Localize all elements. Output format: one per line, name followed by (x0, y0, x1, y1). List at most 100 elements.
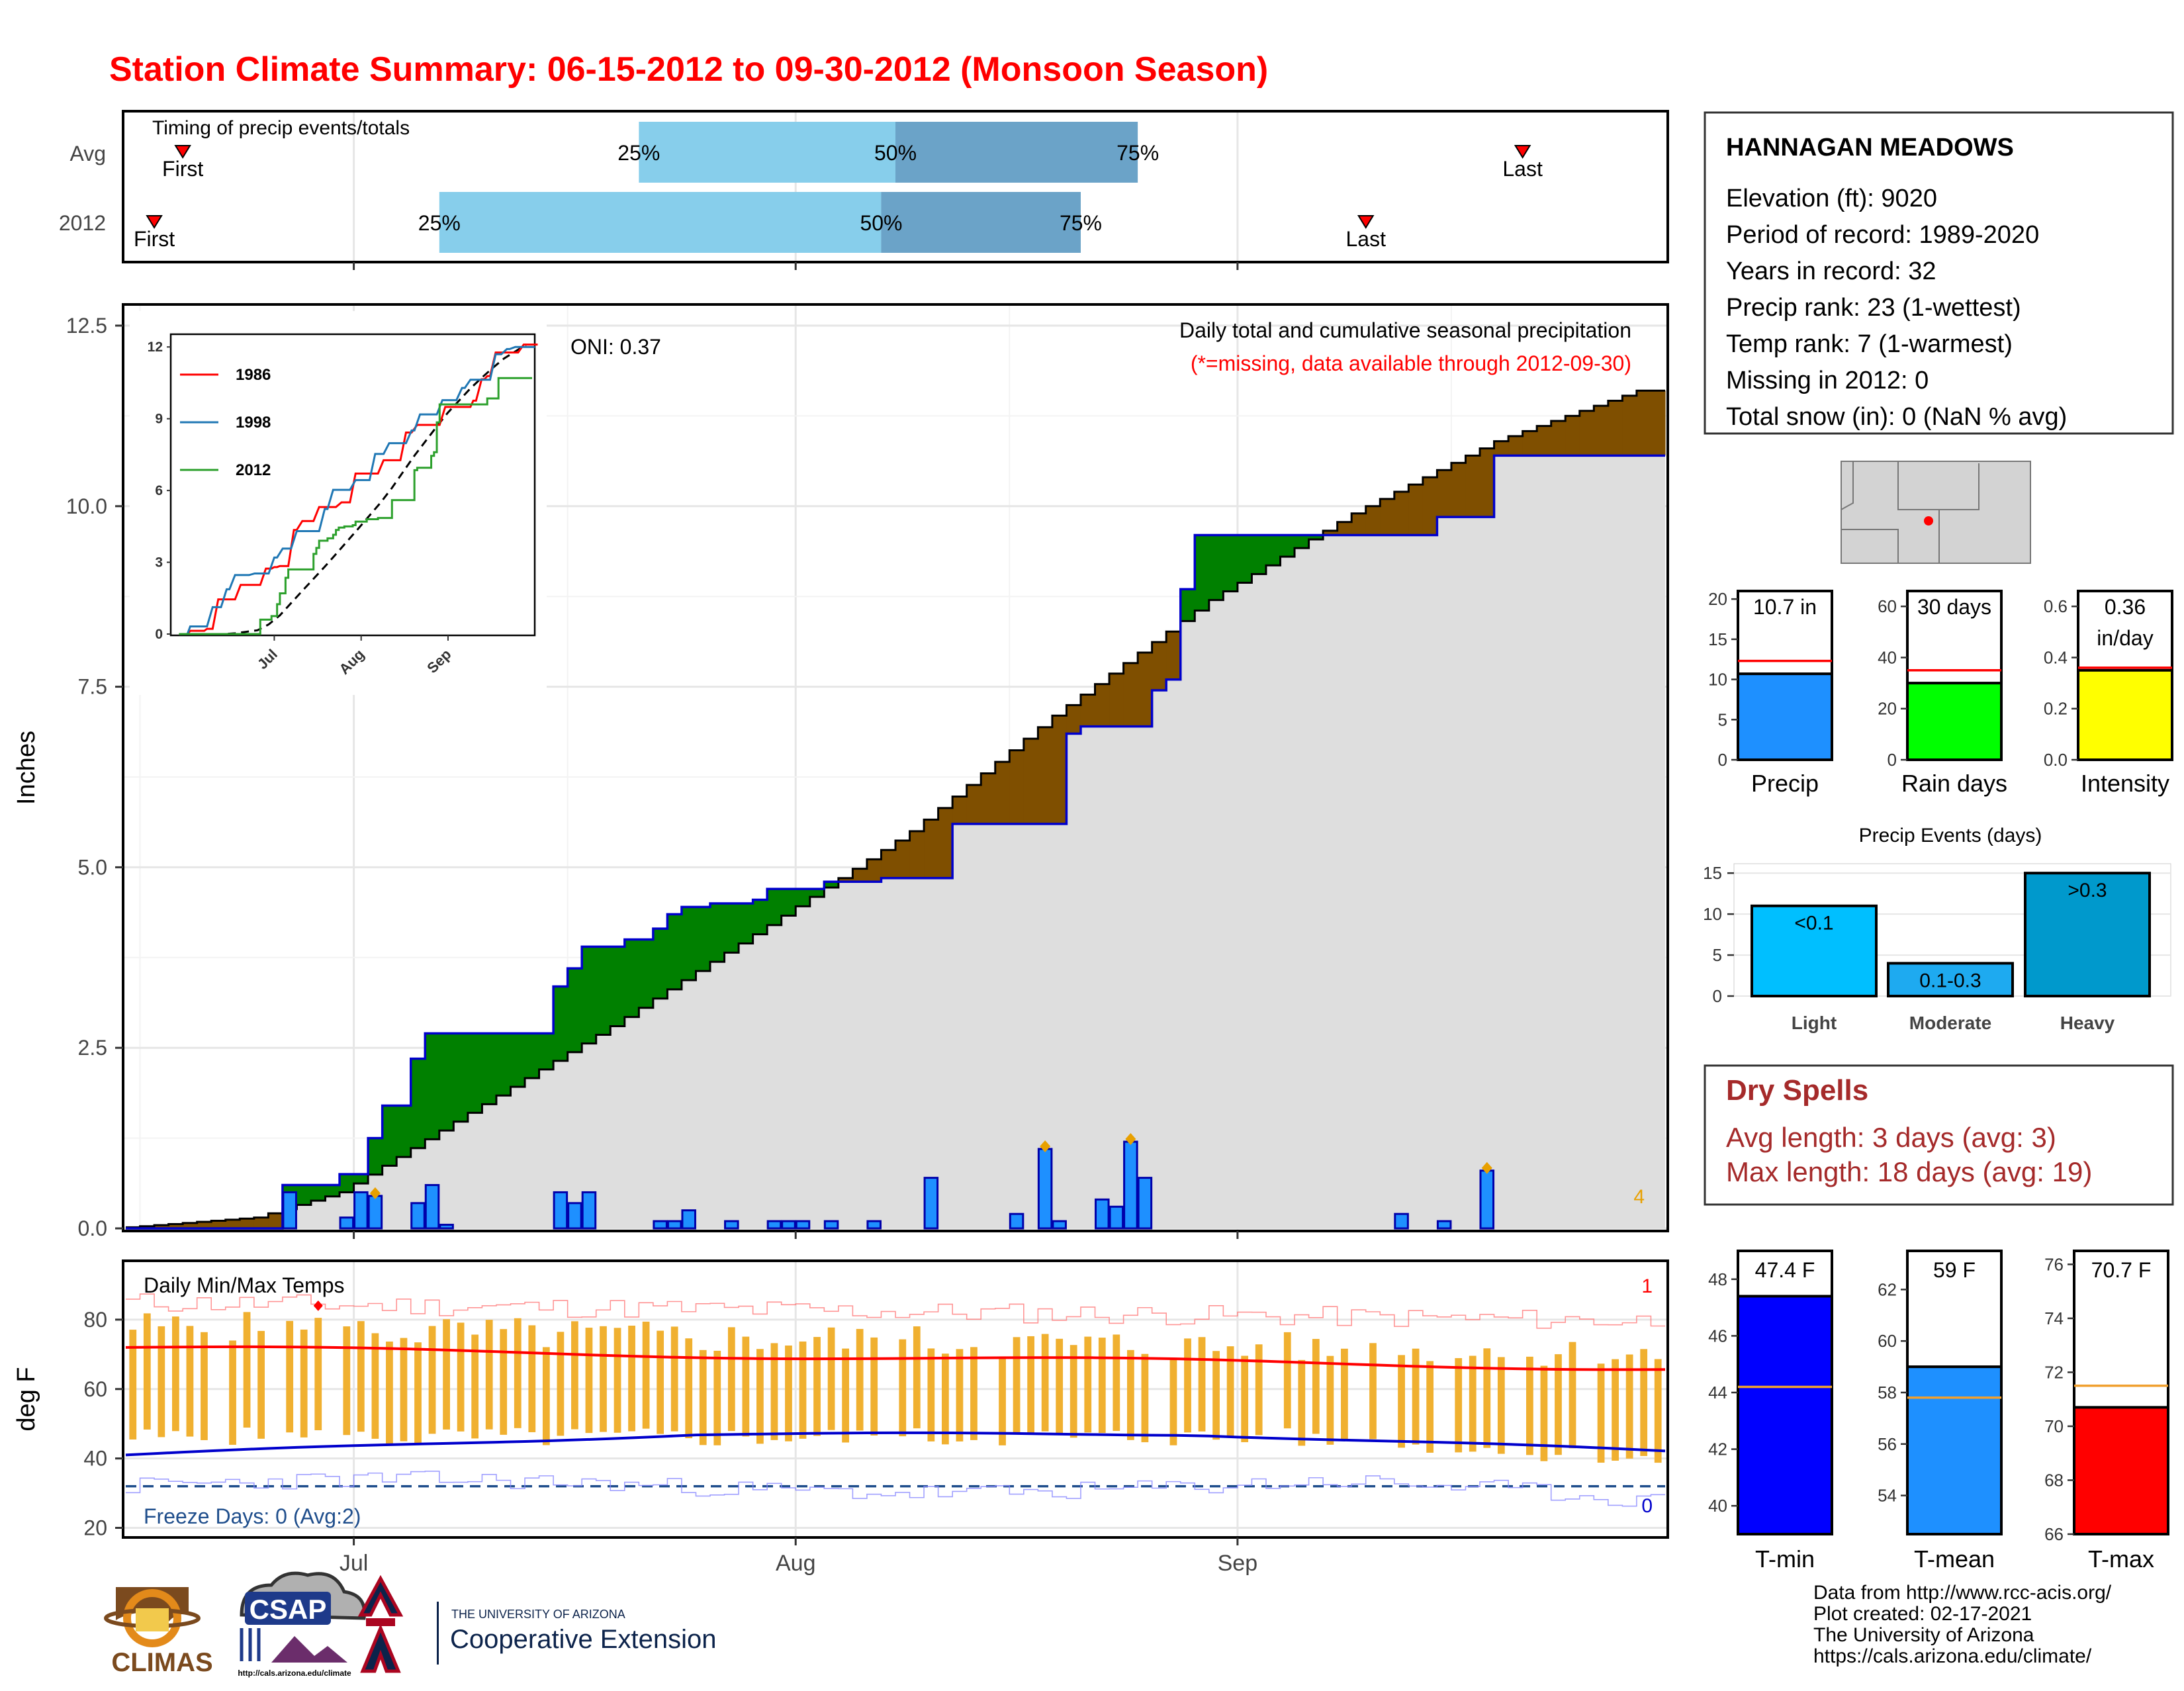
temp-summary-ytick-label: 76 (2044, 1254, 2064, 1274)
daily-temp-range-bar (286, 1320, 294, 1433)
stat-ytick-label: 15 (1708, 629, 1727, 649)
dry-spells-avg: Avg length: 3 days (avg: 3) (1726, 1122, 2056, 1153)
above-normal-band (353, 1174, 369, 1184)
temp-summary-ytick-label: 60 (1878, 1331, 1897, 1351)
temp-ytick-label: 60 (83, 1377, 107, 1401)
daily-precip-bar (1109, 1205, 1124, 1230)
temp-summary-ytick-label: 58 (1878, 1383, 1897, 1402)
timing-first-label: First (134, 227, 175, 251)
below-normal-band (1579, 410, 1594, 456)
stat-ytick-label: 0.0 (2044, 750, 2068, 770)
temp-summary-ytick-label: 66 (2044, 1524, 2064, 1544)
daily-temp-range-bar (1027, 1336, 1034, 1434)
daily-temp-range-bar (614, 1328, 621, 1433)
timing-last-marker (1357, 215, 1375, 229)
below-normal-band (1451, 463, 1467, 518)
temp-summary-ytick-label: 40 (1708, 1496, 1727, 1516)
daily-precip-bar (1123, 1140, 1138, 1230)
daily-temp-range-bar (229, 1340, 236, 1445)
temp-summary-ytick-label: 70 (2044, 1416, 2064, 1436)
daily-temp-range-bar (685, 1338, 693, 1439)
daily-temp-range-bar (1654, 1359, 1662, 1463)
daily-temp-range-bar (1198, 1337, 1206, 1432)
below-normal-band (1565, 416, 1580, 456)
daily-temp-range-bar (201, 1332, 208, 1440)
station-info-line: Precip rank: 23 (1-wettest) (1726, 294, 2021, 322)
below-normal-band (1508, 435, 1524, 456)
normal-tmax-line (125, 1345, 1666, 1371)
record-temp-marker (313, 1300, 323, 1311)
daily-temp-range-bar (129, 1330, 137, 1440)
month-xtick-label: Aug (776, 1551, 816, 1576)
below-normal-band (1009, 750, 1024, 824)
cumulative-base-area (126, 455, 1665, 1228)
daily-temp-range-bar (243, 1312, 251, 1428)
below-normal-band (1080, 694, 1096, 727)
above-normal-band (467, 1033, 483, 1113)
temp-summary-label: T-max (2088, 1545, 2154, 1573)
daily-precip-bar (766, 1220, 782, 1230)
temp-ytick-label: 20 (83, 1516, 107, 1540)
above-normal-band (553, 986, 569, 1061)
daily-temp-range-bar (314, 1318, 322, 1430)
timing-label-50: 50% (874, 141, 917, 165)
timing-bar-25-50 (639, 122, 895, 183)
temp-ylabel: deg F (13, 1367, 40, 1431)
above-normal-band (1265, 535, 1281, 566)
average-cumulative-line (126, 389, 1665, 1228)
above-normal-band (610, 946, 625, 1027)
stat-label: Rain days (1901, 770, 2007, 797)
below-normal-band (1422, 477, 1438, 535)
daily-temp-range-bar (542, 1347, 550, 1445)
temp-summary-ytick-label: 62 (1878, 1279, 1897, 1299)
above-normal-band (1180, 589, 1195, 621)
below-normal-band (1636, 390, 1652, 456)
inset-ytick-label: 12 (148, 340, 163, 355)
daily-precip-bar (666, 1220, 682, 1230)
event-bar-moderate (1887, 962, 2014, 998)
temp-summary-bar (2073, 1406, 2169, 1535)
temp-summary-ytick-label: 54 (1878, 1486, 1897, 1506)
stat-value: 10.7 in (1753, 595, 1817, 619)
daily-precip-bar (1009, 1212, 1024, 1230)
daily-temp-range-bar (571, 1321, 578, 1430)
timing-last-label: Last (1345, 227, 1386, 251)
daily-temp-range-bar (742, 1336, 750, 1437)
below-normal-band (183, 1222, 198, 1228)
temp-box-t-min: 47.4 F T-min 40 42 44 46 48 (1708, 1250, 1833, 1573)
footer-credits: Data from http://www.rcc-acis.org/Plot c… (1813, 1582, 2112, 1667)
precip-ytick-label: 10.0 (66, 494, 107, 518)
below-normal-band (1123, 663, 1138, 727)
daily-temp-range-bar (1283, 1332, 1291, 1429)
climas-wordmark: CLIMAS (111, 1648, 212, 1677)
normal-tmin-line (125, 1431, 1666, 1457)
above-normal-band (439, 1033, 454, 1131)
daily-precip-bar (553, 1191, 569, 1230)
daily-temp-range-bar (485, 1320, 493, 1430)
daily-temp-range-bar (1141, 1353, 1149, 1443)
inset-series-1998 (179, 345, 535, 635)
below-normal-band (1023, 739, 1038, 824)
daily-temp-range-bar (1455, 1358, 1463, 1453)
temp-summary-value: 47.4 F (1755, 1258, 1815, 1282)
daily-temp-range-bar (856, 1328, 864, 1431)
daily-temp-range-bar (1426, 1361, 1434, 1453)
event-category-label: Heavy (2060, 1013, 2115, 1033)
temperature-summary-panels: 47.4 F T-min 40 42 44 46 48 59 F T-mean 54 56 58 60 6… (1708, 1250, 2169, 1573)
daily-temp-range-bar (1041, 1334, 1049, 1432)
stat-ytick-label: 40 (1878, 647, 1897, 667)
daily-temp-range-bar (1312, 1339, 1320, 1434)
daily-precip-bar (424, 1184, 440, 1230)
precip-ytick-label: 7.5 (78, 675, 107, 699)
daily-temp-range-bar (1126, 1349, 1134, 1440)
above-normal-band (1308, 535, 1324, 539)
above-normal-band (496, 1033, 512, 1096)
above-normal-band (567, 968, 582, 1052)
inset-average-line (201, 343, 527, 635)
timing-title: Timing of precip events/totals (152, 117, 410, 139)
temp-count-top: 1 (1641, 1275, 1653, 1297)
dry-spells-box: Dry Spells Avg length: 3 days (avg: 3) M… (1704, 1064, 2174, 1206)
